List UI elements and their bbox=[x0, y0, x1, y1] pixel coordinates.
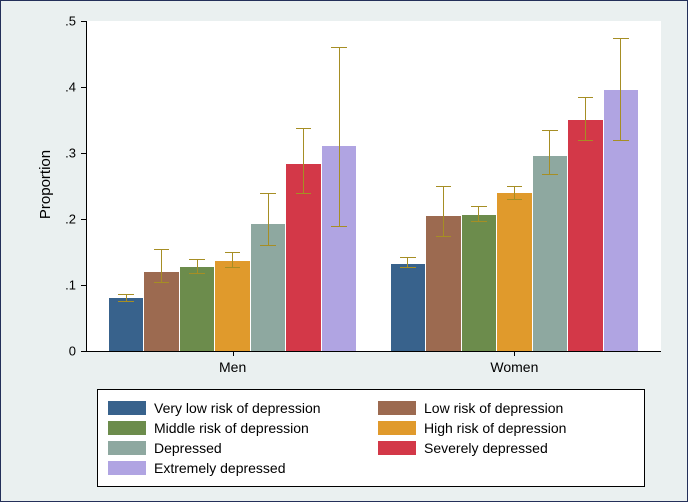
bar bbox=[391, 264, 425, 351]
x-tick bbox=[233, 351, 234, 356]
legend-label: Middle risk of depression bbox=[154, 420, 309, 436]
legend-swatch bbox=[108, 461, 146, 475]
y-tick bbox=[81, 21, 86, 22]
error-cap bbox=[436, 236, 452, 237]
legend-label: Very low risk of depression bbox=[154, 400, 321, 416]
error-cap bbox=[507, 186, 523, 187]
error-cap bbox=[436, 186, 452, 187]
legend-swatch bbox=[378, 441, 416, 455]
y-tick-label: 0 bbox=[1, 344, 76, 359]
error-cap bbox=[542, 130, 558, 131]
error-cap bbox=[296, 193, 312, 194]
y-tick bbox=[81, 219, 86, 220]
error-cap bbox=[613, 140, 629, 141]
y-tick-label: .1 bbox=[1, 278, 76, 293]
legend-swatch bbox=[108, 441, 146, 455]
error-bar bbox=[339, 47, 340, 225]
y-tick-label: .4 bbox=[1, 80, 76, 95]
legend-item: Very low risk of depression bbox=[108, 400, 364, 416]
error-cap bbox=[260, 245, 276, 246]
y-tick bbox=[81, 351, 86, 352]
error-cap bbox=[613, 38, 629, 39]
error-bar bbox=[549, 130, 550, 174]
plot-area bbox=[86, 21, 661, 351]
legend-swatch bbox=[378, 421, 416, 435]
error-cap bbox=[154, 282, 170, 283]
y-axis bbox=[86, 21, 87, 351]
legend-label: Extremely depressed bbox=[154, 460, 286, 476]
chart-outer: 0.1.2.3.4.5ProportionMenWomenVery low ri… bbox=[0, 0, 688, 502]
error-cap bbox=[400, 257, 416, 258]
legend: Very low risk of depression Low risk of d… bbox=[97, 389, 645, 487]
legend-label: Low risk of depression bbox=[424, 400, 563, 416]
error-cap bbox=[331, 226, 347, 227]
error-bar bbox=[514, 186, 515, 199]
error-cap bbox=[578, 140, 594, 141]
legend-label: High risk of depression bbox=[424, 420, 566, 436]
error-bar bbox=[620, 38, 621, 140]
y-tick bbox=[81, 87, 86, 88]
error-bar bbox=[303, 128, 304, 193]
error-cap bbox=[225, 267, 241, 268]
error-bar bbox=[443, 186, 444, 236]
legend-item: Depressed bbox=[108, 440, 364, 456]
legend-swatch bbox=[108, 401, 146, 415]
legend-item: Middle risk of depression bbox=[108, 420, 364, 436]
error-bar bbox=[232, 252, 233, 267]
error-cap bbox=[118, 301, 134, 302]
x-tick bbox=[514, 351, 515, 356]
y-axis-label: Proportion bbox=[37, 150, 54, 219]
legend-swatch bbox=[108, 421, 146, 435]
error-cap bbox=[542, 174, 558, 175]
x-axis bbox=[86, 351, 661, 352]
error-cap bbox=[225, 252, 241, 253]
legend-label: Severely depressed bbox=[424, 440, 548, 456]
error-cap bbox=[260, 193, 276, 194]
x-category-label: Women bbox=[490, 359, 538, 375]
error-cap bbox=[578, 97, 594, 98]
error-bar bbox=[478, 206, 479, 221]
bar bbox=[568, 120, 602, 351]
error-cap bbox=[154, 249, 170, 250]
bar bbox=[109, 298, 143, 351]
error-bar bbox=[161, 249, 162, 282]
error-bar bbox=[197, 259, 198, 274]
error-bar bbox=[268, 193, 269, 246]
error-cap bbox=[189, 273, 205, 274]
legend-item: Severely depressed bbox=[378, 440, 634, 456]
bar bbox=[533, 156, 567, 351]
y-tick bbox=[81, 285, 86, 286]
error-cap bbox=[296, 128, 312, 129]
bar bbox=[497, 193, 531, 351]
error-cap bbox=[118, 294, 134, 295]
error-cap bbox=[471, 206, 487, 207]
legend-label: Depressed bbox=[154, 440, 222, 456]
legend-item: High risk of depression bbox=[378, 420, 634, 436]
bar bbox=[144, 272, 178, 351]
error-cap bbox=[331, 47, 347, 48]
error-cap bbox=[400, 267, 416, 268]
y-tick-label: .5 bbox=[1, 14, 76, 29]
legend-swatch bbox=[378, 401, 416, 415]
legend-item: Extremely depressed bbox=[108, 460, 364, 476]
bar bbox=[462, 215, 496, 351]
legend-item: Low risk of depression bbox=[378, 400, 634, 416]
y-tick bbox=[81, 153, 86, 154]
error-cap bbox=[189, 259, 205, 260]
bar bbox=[215, 261, 249, 351]
error-cap bbox=[507, 199, 523, 200]
x-category-label: Men bbox=[219, 359, 246, 375]
error-bar bbox=[407, 257, 408, 268]
error-cap bbox=[471, 221, 487, 222]
error-bar bbox=[585, 97, 586, 140]
bar bbox=[180, 267, 214, 351]
